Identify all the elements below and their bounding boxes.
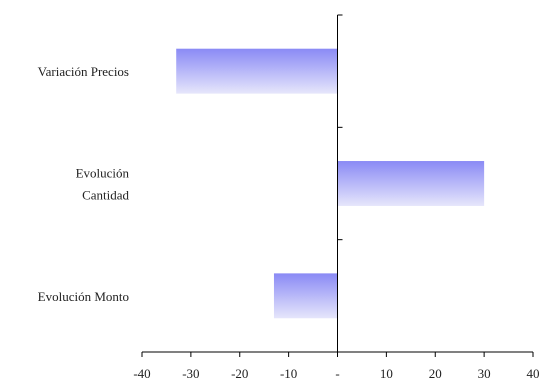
bars-group <box>176 48 485 319</box>
x-tick-label: 20 <box>429 366 442 381</box>
x-tick-label: - <box>335 366 339 381</box>
category-label: Evolución Monto <box>38 289 129 304</box>
x-tick-label: -10 <box>280 366 297 381</box>
bar-0 <box>176 48 338 94</box>
category-label: Variación Precios <box>38 64 129 79</box>
bar-1 <box>337 161 485 206</box>
category-label: Cantidad <box>82 188 129 203</box>
x-tick-label: 30 <box>478 366 491 381</box>
x-tick-label: 40 <box>527 366 540 381</box>
category-label: Evolución <box>76 166 130 181</box>
x-tick-label: -40 <box>133 366 150 381</box>
x-tick-label: -30 <box>182 366 199 381</box>
x-tick-label: 10 <box>380 366 393 381</box>
bar-2 <box>273 273 338 319</box>
axes-group <box>141 14 534 357</box>
x-tick-label: -20 <box>231 366 248 381</box>
